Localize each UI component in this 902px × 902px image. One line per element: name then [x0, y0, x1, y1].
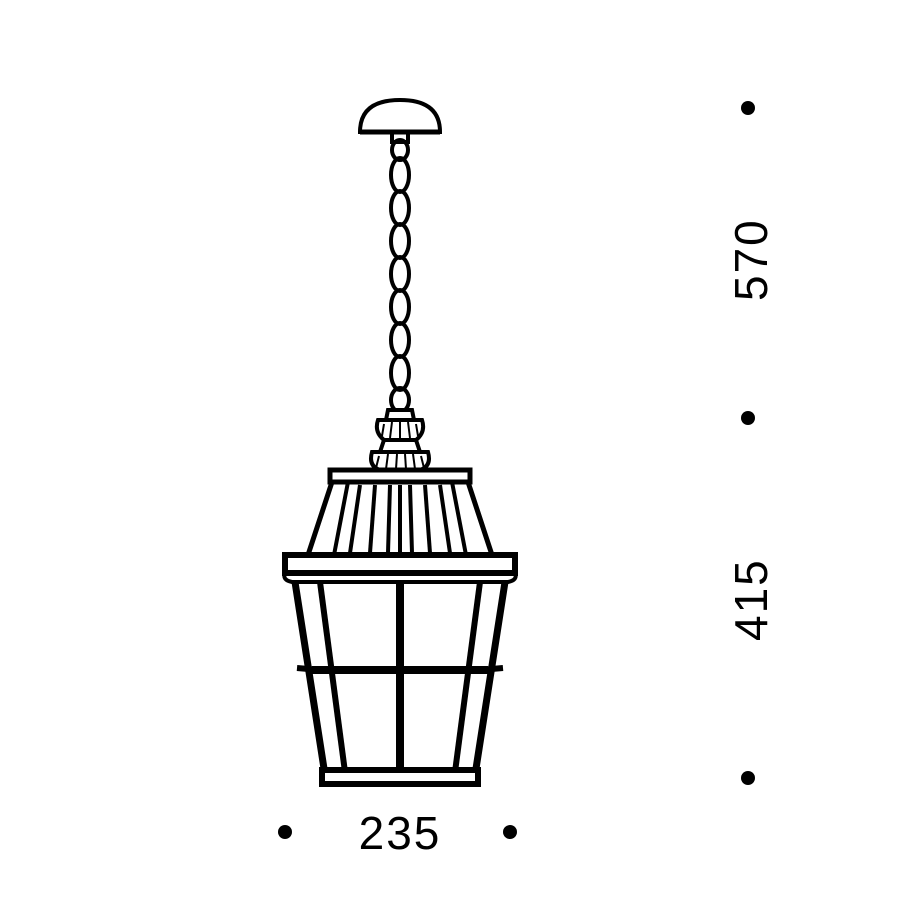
body-height-label: 415 — [724, 510, 778, 690]
lantern-drawing — [0, 0, 902, 902]
chain — [391, 158, 409, 412]
height-dim-dot-mid — [741, 411, 755, 425]
lantern-body — [295, 582, 505, 784]
height-dim-dot-top — [741, 101, 755, 115]
width-dimension-label: 235 — [280, 806, 520, 860]
canopy — [360, 100, 440, 160]
lantern-neck — [371, 410, 429, 470]
diagram-canvas: 235 570 415 — [0, 0, 902, 902]
height-dim-dot-bottom — [741, 771, 755, 785]
width-dim-dot-right — [503, 825, 517, 839]
chain-height-label: 570 — [724, 170, 778, 350]
lantern-roof — [284, 470, 515, 582]
